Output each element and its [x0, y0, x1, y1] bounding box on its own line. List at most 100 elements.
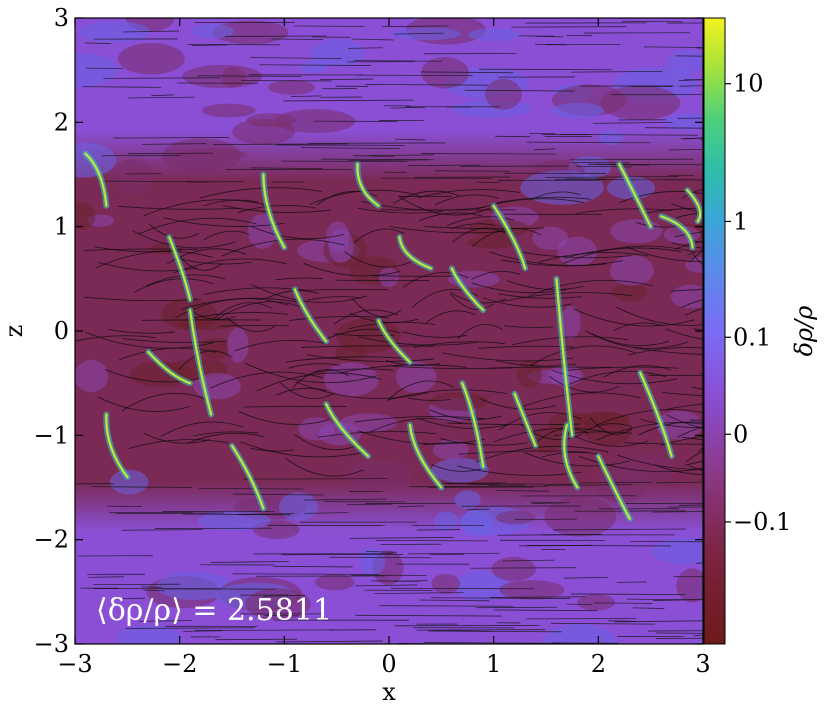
x-tick-label: −1 — [267, 650, 302, 678]
streamline — [113, 137, 229, 139]
streamline — [589, 416, 633, 435]
field-patch — [557, 236, 598, 267]
field-patch — [116, 625, 183, 644]
x-tick-label: −3 — [57, 650, 92, 678]
field-patch — [516, 359, 542, 388]
streamline — [237, 513, 295, 515]
field-patch — [609, 255, 654, 286]
streamline — [685, 460, 703, 466]
streamline — [148, 223, 200, 239]
y-tick-label: −2 — [34, 526, 69, 554]
field-patch — [431, 573, 461, 594]
streamline — [488, 366, 612, 369]
streamline — [593, 602, 653, 604]
streamline — [529, 279, 653, 297]
streamline — [563, 576, 609, 579]
streamline — [479, 68, 613, 71]
streamline — [193, 431, 259, 437]
streamline — [238, 411, 329, 425]
streamline — [213, 143, 348, 145]
field-patch — [432, 439, 469, 460]
streamline — [385, 359, 441, 367]
streamline — [321, 158, 434, 161]
streamline — [470, 567, 576, 569]
streamline — [199, 187, 322, 199]
filament — [189, 309, 213, 416]
streamline — [392, 190, 460, 205]
field-patch — [156, 571, 233, 601]
streamline — [143, 199, 269, 217]
field-patch — [431, 458, 489, 483]
filament — [105, 413, 129, 479]
streamline — [530, 501, 562, 504]
colorbar-label: δρ/ρ — [790, 306, 818, 357]
field-patch — [299, 60, 328, 74]
y-tick-label: 1 — [54, 213, 69, 241]
field-patch — [75, 359, 109, 393]
streamline — [301, 345, 434, 348]
streamline — [527, 545, 671, 547]
streamline — [306, 296, 361, 301]
streamline — [174, 258, 287, 274]
streamline — [300, 147, 400, 149]
streamline — [475, 606, 557, 609]
colorbar — [703, 17, 726, 645]
streamline — [273, 565, 353, 568]
streamline — [294, 434, 360, 451]
streamline — [243, 478, 388, 480]
streamline — [271, 38, 324, 40]
streamline — [103, 77, 220, 79]
streamline — [370, 418, 463, 433]
streamline — [91, 486, 193, 488]
streamline — [196, 75, 302, 77]
x-tick-label: −2 — [162, 650, 197, 678]
colorbar-tick-label: 0 — [733, 420, 748, 448]
streamline — [125, 627, 255, 629]
field-patch — [532, 226, 569, 251]
field-patch — [454, 570, 508, 602]
streamline — [251, 284, 368, 303]
streamline — [263, 594, 306, 597]
streamline — [614, 620, 703, 623]
x-tick-label: 2 — [591, 650, 606, 678]
streamline — [389, 226, 513, 234]
streamline — [139, 620, 192, 622]
field-patch — [328, 228, 354, 263]
streamline — [643, 46, 703, 48]
streamline — [317, 431, 436, 438]
streamline — [553, 528, 686, 531]
field-patch — [314, 574, 355, 591]
streamline — [421, 153, 557, 155]
filament — [325, 402, 370, 458]
field-patch — [200, 337, 230, 360]
colorbar-ticks: −0.1 0 0.1 1 10 — [725, 70, 791, 536]
streamline — [579, 481, 652, 484]
streamline — [426, 310, 476, 323]
streamline — [127, 96, 196, 99]
filament — [356, 162, 380, 207]
streamline — [182, 513, 291, 516]
streamline — [471, 270, 521, 280]
field-patch — [75, 202, 96, 230]
streamline — [83, 296, 198, 302]
colorbar-tick-label: −0.1 — [733, 508, 791, 536]
streamline — [457, 324, 503, 339]
streamline — [264, 614, 300, 617]
streamline — [108, 328, 176, 334]
filament — [639, 371, 673, 458]
field-patch — [466, 236, 520, 249]
streamline — [418, 212, 482, 222]
streamline — [104, 369, 205, 383]
streamline — [288, 363, 340, 369]
streamline — [681, 436, 703, 441]
streamline — [543, 484, 633, 486]
streamline — [644, 127, 703, 129]
streamline — [531, 502, 570, 504]
field-patch — [612, 454, 676, 485]
streamline — [276, 387, 327, 396]
streamline — [553, 431, 632, 437]
streamline — [144, 433, 210, 444]
streamline — [204, 230, 250, 240]
streamline — [160, 421, 244, 437]
